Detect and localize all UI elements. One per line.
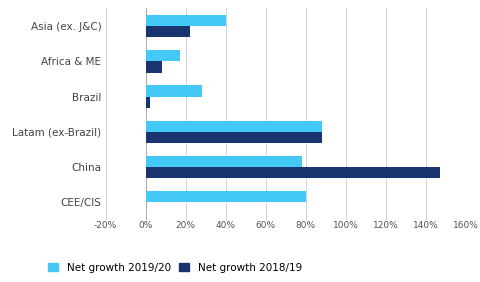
Bar	[145, 61, 162, 72]
Bar	[145, 132, 322, 143]
Bar	[145, 96, 150, 108]
Bar	[145, 120, 322, 132]
Legend: Net growth 2019/20, Net growth 2018/19: Net growth 2019/20, Net growth 2018/19	[44, 259, 306, 277]
Bar	[145, 156, 301, 167]
Bar	[145, 191, 306, 202]
Bar	[145, 167, 440, 179]
Bar	[145, 50, 180, 61]
Bar	[145, 26, 190, 37]
Bar	[145, 85, 202, 96]
Bar	[145, 15, 226, 26]
